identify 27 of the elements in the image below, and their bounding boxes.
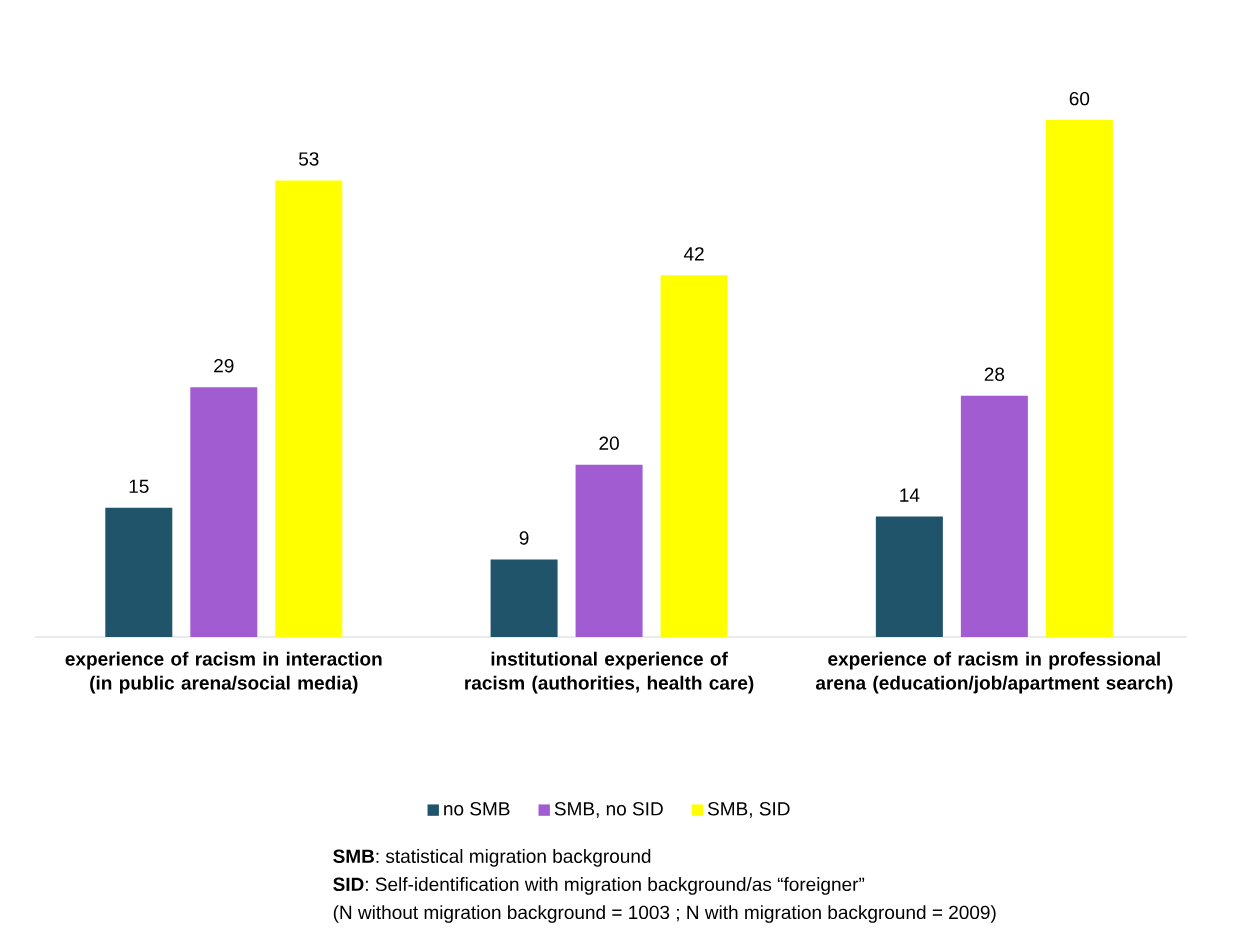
data-label: 28 bbox=[984, 367, 1005, 382]
data-label: 15 bbox=[129, 479, 149, 494]
bar bbox=[1045, 120, 1113, 637]
data-label: 9 bbox=[519, 531, 529, 545]
legend-label: no SMB bbox=[444, 802, 510, 816]
text: SID: Self-identification with migration background/as “foreigner” bbox=[333, 877, 865, 895]
data-label: 29 bbox=[214, 358, 234, 373]
bar bbox=[105, 507, 173, 637]
bar bbox=[190, 387, 258, 637]
bar bbox=[960, 395, 1028, 637]
bar bbox=[875, 516, 943, 637]
x-tick-label: institutional experience of racism (authorities, health care) bbox=[465, 651, 754, 694]
text: SMB: statistical migration background bbox=[333, 849, 651, 867]
bar bbox=[575, 464, 643, 637]
data-label: 14 bbox=[900, 488, 920, 502]
bar bbox=[660, 275, 728, 637]
legend-label: SMB, no SID bbox=[554, 802, 663, 818]
data-label: 42 bbox=[683, 247, 704, 261]
data-label: 53 bbox=[298, 152, 319, 166]
legend-label: SMB, SID bbox=[707, 802, 790, 818]
data-label: 20 bbox=[599, 436, 619, 450]
text: (N without migration background = 1003 ; N with migration background = 2009) bbox=[333, 905, 996, 923]
bar bbox=[490, 559, 558, 637]
x-tick-label: experience of racism in interaction (in public arena/social media) bbox=[65, 651, 382, 694]
bar bbox=[275, 180, 343, 637]
data-label: 60 bbox=[1069, 91, 1090, 106]
x-tick-label: experience of racism in professional arena (education/job/apartment search) bbox=[815, 651, 1173, 694]
